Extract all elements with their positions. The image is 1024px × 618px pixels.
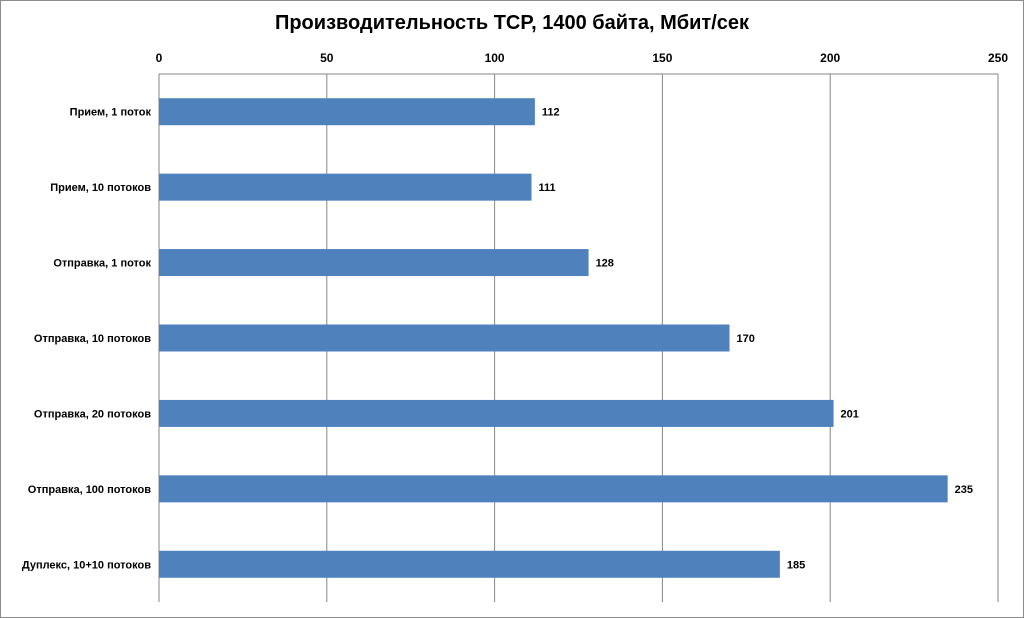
x-tick-label: 0 <box>156 51 163 65</box>
data-label: 170 <box>737 333 755 345</box>
category-label: Отправка, 1 поток <box>53 258 151 270</box>
category-label: Отправка, 10 потоков <box>34 333 151 345</box>
category-label: Дуплекс, 10+10 потоков <box>22 559 151 571</box>
x-tick-label: 100 <box>485 51 505 65</box>
category-label: Отправка, 100 потоков <box>28 484 151 496</box>
data-label: 185 <box>787 559 805 571</box>
data-label: 112 <box>542 107 560 119</box>
data-label: 111 <box>539 182 556 194</box>
category-label: Прием, 10 потоков <box>50 182 151 194</box>
data-label: 128 <box>596 258 614 270</box>
bar <box>159 98 535 126</box>
bar <box>159 173 532 201</box>
bar <box>159 324 730 352</box>
bar <box>159 249 589 277</box>
data-label: 235 <box>955 484 973 496</box>
bar <box>159 399 834 427</box>
x-tick-label: 150 <box>652 51 672 65</box>
bar <box>159 475 948 503</box>
x-tick-label: 50 <box>320 51 334 65</box>
category-label: Прием, 1 поток <box>70 107 152 119</box>
data-label: 201 <box>841 408 859 420</box>
bar <box>159 550 780 578</box>
category-label: Отправка, 20 потоков <box>34 408 151 420</box>
chart-title: Производительность TCP, 1400 байта, Мбит… <box>274 12 750 34</box>
x-tick-label: 200 <box>820 51 840 65</box>
x-tick-label: 250 <box>988 51 1008 65</box>
